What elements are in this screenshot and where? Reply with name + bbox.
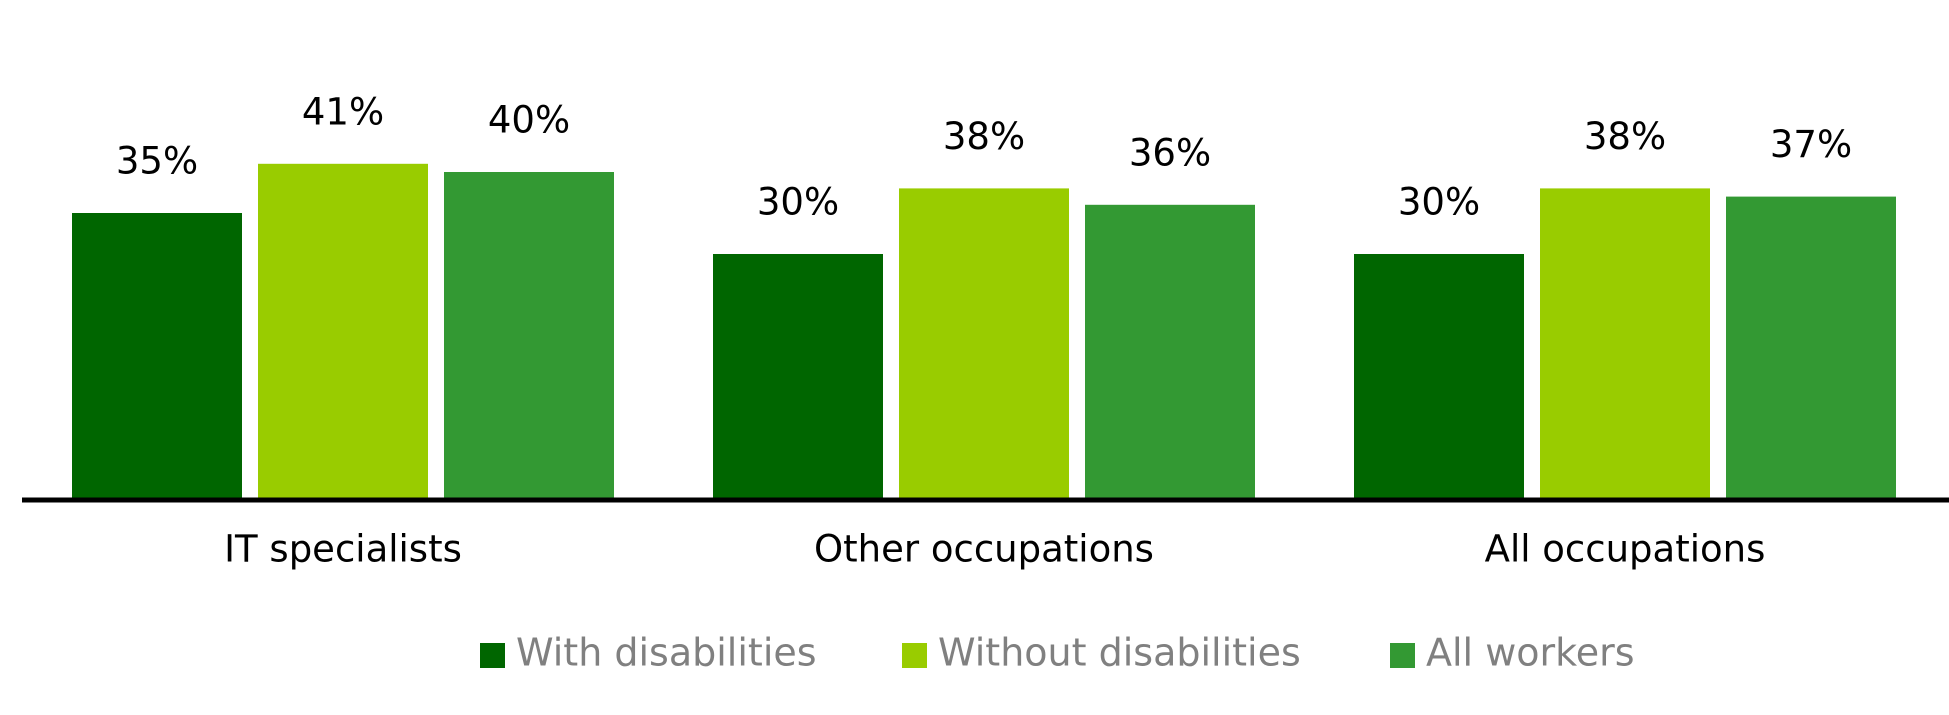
legend-swatch xyxy=(480,643,505,668)
bar xyxy=(713,254,883,500)
value-label: 38% xyxy=(943,115,1025,158)
bar xyxy=(899,188,1069,500)
value-label: 40% xyxy=(488,99,570,142)
x-tick-label: Other occupations xyxy=(814,528,1154,571)
value-label: 30% xyxy=(757,181,839,224)
value-label: 35% xyxy=(116,140,198,183)
value-label: 37% xyxy=(1770,123,1852,166)
bar xyxy=(1540,188,1710,500)
x-tick-label: All occupations xyxy=(1485,528,1766,571)
legend-swatch xyxy=(902,643,927,668)
bar xyxy=(1354,254,1524,500)
value-label: 36% xyxy=(1129,131,1211,174)
bar xyxy=(1726,196,1896,500)
legend-label: All workers xyxy=(1426,631,1635,675)
bar xyxy=(444,172,614,500)
legend-label: Without disabilities xyxy=(938,631,1301,675)
bar xyxy=(258,163,428,501)
x-tick-label: IT specialists xyxy=(224,528,462,571)
value-label: 38% xyxy=(1584,115,1666,158)
legend-label: With disabilities xyxy=(516,631,817,675)
value-label: 41% xyxy=(302,90,384,133)
legend-swatch xyxy=(1390,643,1415,668)
bar xyxy=(1085,204,1255,501)
value-label: 30% xyxy=(1398,181,1480,224)
bar xyxy=(72,213,242,500)
